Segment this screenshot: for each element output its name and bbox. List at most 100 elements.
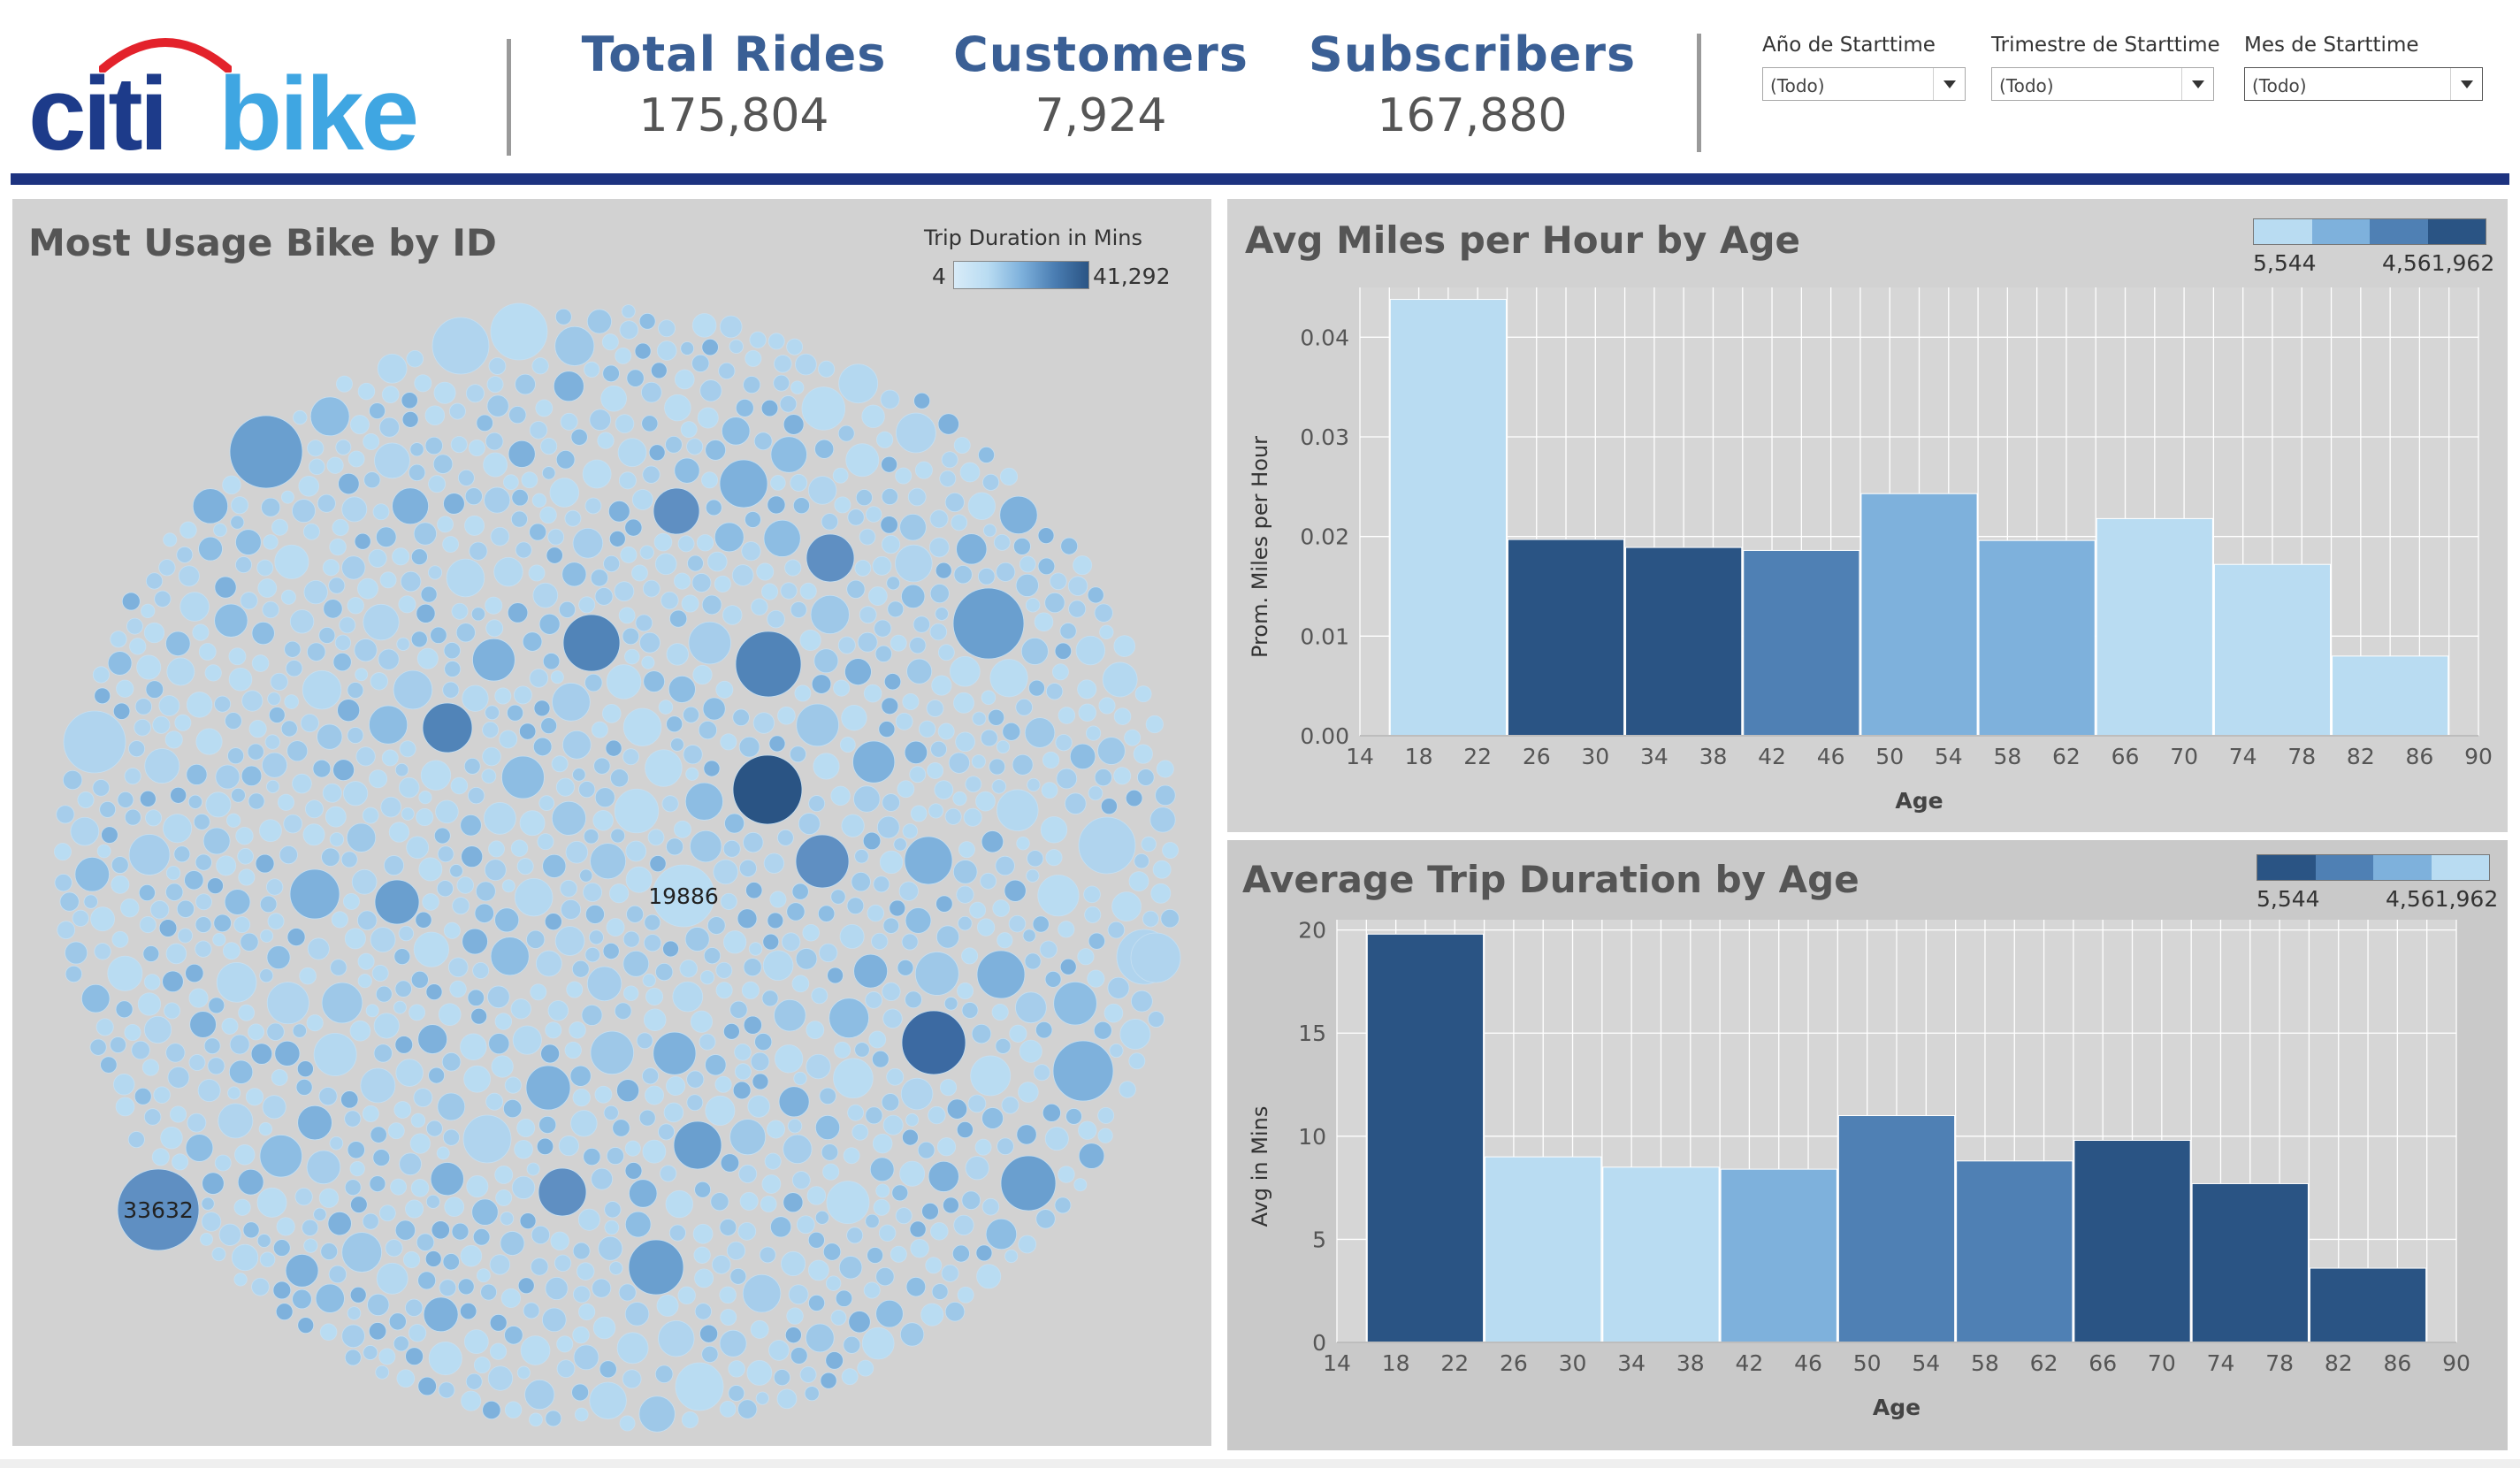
bike-bubble[interactable] bbox=[449, 980, 467, 998]
bike-bubble[interactable] bbox=[129, 638, 147, 655]
bike-bubble[interactable] bbox=[341, 555, 366, 580]
bike-bubble[interactable] bbox=[553, 371, 584, 402]
bike-bubble[interactable] bbox=[746, 1360, 773, 1386]
bike-bubble[interactable] bbox=[485, 619, 504, 638]
bike-bubble[interactable] bbox=[654, 1365, 674, 1384]
bike-bubble[interactable] bbox=[821, 513, 839, 531]
bike-bubble[interactable] bbox=[462, 928, 488, 955]
bike-bubble[interactable] bbox=[719, 459, 768, 508]
bike-bubble[interactable] bbox=[457, 1278, 475, 1296]
bike-bubble[interactable] bbox=[896, 412, 936, 454]
bike-bubble[interactable] bbox=[356, 910, 378, 931]
bike-bubble[interactable] bbox=[834, 496, 851, 514]
bike-bubble[interactable] bbox=[790, 745, 806, 763]
bike-bubble[interactable] bbox=[1130, 932, 1181, 983]
bike-bubble[interactable] bbox=[218, 1103, 254, 1139]
bike-bubble[interactable] bbox=[647, 829, 665, 846]
bike-bubble[interactable] bbox=[188, 1054, 206, 1071]
bike-bubble[interactable] bbox=[1008, 914, 1027, 933]
bike-bubble[interactable] bbox=[179, 521, 197, 539]
bike-bubble[interactable] bbox=[714, 575, 731, 593]
bike-bubble[interactable] bbox=[653, 487, 700, 535]
bike-bubble[interactable] bbox=[475, 881, 496, 902]
bike-bubble[interactable] bbox=[539, 506, 557, 524]
bike-bubble[interactable] bbox=[939, 470, 957, 487]
bike-bubble[interactable] bbox=[752, 1073, 769, 1090]
bike-bubble[interactable] bbox=[337, 699, 361, 723]
bike-bubble[interactable] bbox=[286, 928, 306, 947]
bike-bubble[interactable] bbox=[77, 791, 95, 808]
bike-bubble[interactable] bbox=[857, 631, 878, 653]
bike-bubble[interactable] bbox=[545, 1276, 569, 1301]
bike-bubble[interactable] bbox=[251, 621, 275, 646]
bike-bubble[interactable] bbox=[551, 800, 586, 836]
bike-bubble[interactable] bbox=[720, 1309, 737, 1326]
bike-bubble[interactable] bbox=[794, 684, 812, 702]
bike-bubble[interactable] bbox=[759, 1246, 776, 1264]
bike-bubble[interactable] bbox=[376, 1262, 409, 1295]
bike-bubble[interactable] bbox=[899, 1322, 925, 1347]
bike-bubble[interactable] bbox=[963, 807, 982, 827]
bike-bubble[interactable] bbox=[862, 831, 882, 851]
bike-bubble[interactable] bbox=[1069, 743, 1096, 770]
bike-bubble[interactable] bbox=[679, 960, 698, 978]
bike-bubble[interactable] bbox=[702, 697, 726, 721]
bike-bubble[interactable] bbox=[606, 918, 625, 937]
bike-bubble[interactable] bbox=[920, 1303, 944, 1327]
bike-bubble[interactable] bbox=[658, 1319, 695, 1357]
bike-bubble[interactable] bbox=[684, 927, 710, 952]
bike-bubble[interactable] bbox=[394, 980, 412, 998]
bike-bubble[interactable] bbox=[410, 631, 428, 648]
bike-bubble[interactable] bbox=[120, 898, 140, 918]
bike-bubble[interactable] bbox=[422, 702, 473, 753]
bike-bubble[interactable] bbox=[1034, 612, 1054, 632]
bike-bubble[interactable] bbox=[790, 1347, 808, 1365]
bike-bubble[interactable] bbox=[540, 438, 558, 455]
bike-bubble[interactable] bbox=[259, 1251, 276, 1268]
bike-bubble[interactable] bbox=[321, 982, 363, 1024]
bike-bubble[interactable] bbox=[1133, 744, 1153, 764]
bike-bubble[interactable] bbox=[699, 1033, 716, 1051]
bike-bubble[interactable] bbox=[62, 769, 83, 791]
bike-bubble[interactable] bbox=[806, 1021, 825, 1040]
bike-bubble[interactable] bbox=[332, 518, 349, 537]
bike-bubble[interactable] bbox=[396, 1369, 416, 1388]
bike-bubble[interactable] bbox=[165, 631, 191, 657]
bike-bubble[interactable] bbox=[663, 1102, 684, 1123]
bike-bubble[interactable] bbox=[369, 402, 386, 420]
bike-bubble[interactable] bbox=[1004, 1249, 1019, 1264]
bike-bubble[interactable] bbox=[675, 1362, 724, 1411]
bike-bubble[interactable] bbox=[320, 1242, 339, 1260]
bike-bubble[interactable] bbox=[470, 1007, 488, 1025]
bike-bubble[interactable] bbox=[394, 762, 409, 777]
bike-bubble[interactable] bbox=[1055, 734, 1073, 752]
bike-bubble[interactable] bbox=[561, 562, 587, 587]
bike-bubble[interactable] bbox=[202, 1172, 225, 1195]
bike-bubble[interactable] bbox=[905, 907, 932, 934]
bike-bubble[interactable] bbox=[507, 602, 529, 623]
bike-bubble[interactable] bbox=[351, 868, 378, 895]
bike-bubble[interactable] bbox=[1099, 624, 1114, 639]
bike-bubble[interactable] bbox=[926, 700, 944, 717]
bike-bubble[interactable] bbox=[142, 945, 160, 962]
bike-bubble[interactable] bbox=[510, 839, 529, 857]
bike-bubble[interactable] bbox=[848, 1311, 871, 1334]
bike-bubble[interactable] bbox=[807, 1259, 829, 1281]
bike-bubble[interactable] bbox=[631, 564, 648, 582]
bike-bubble[interactable] bbox=[430, 1162, 464, 1197]
bike-bubble[interactable] bbox=[705, 1095, 736, 1126]
bike-bubble[interactable] bbox=[755, 1391, 769, 1405]
bike-bubble[interactable] bbox=[699, 379, 722, 402]
bike-bubble[interactable] bbox=[1107, 976, 1130, 999]
bike-bubble[interactable] bbox=[763, 519, 801, 557]
bike-bubble[interactable] bbox=[763, 853, 785, 874]
bike-bubble[interactable] bbox=[796, 1215, 815, 1235]
bike-bubble[interactable] bbox=[820, 1372, 837, 1389]
bike-bubble[interactable] bbox=[738, 736, 760, 758]
bike-bubble[interactable] bbox=[584, 904, 605, 924]
bike-bubble[interactable] bbox=[519, 723, 537, 740]
bike-bubble[interactable] bbox=[603, 1105, 619, 1120]
bike-bubble[interactable] bbox=[799, 1365, 817, 1383]
bike-bubble[interactable] bbox=[981, 830, 1004, 853]
bike-bubble[interactable] bbox=[819, 943, 838, 963]
